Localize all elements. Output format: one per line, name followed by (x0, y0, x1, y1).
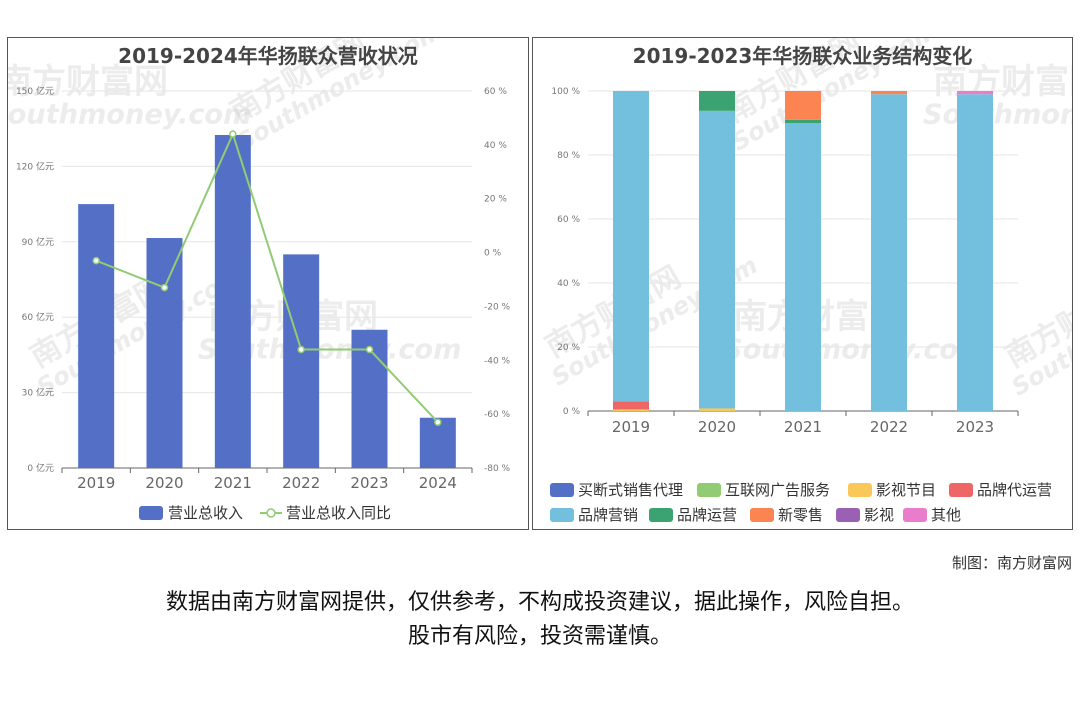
legend-swatch (697, 483, 721, 497)
watermark-text: Southmoney.com (923, 100, 1073, 131)
stacked-segment (871, 94, 907, 411)
revenue-chart-panel: 南方财富网Southmoney.com南方财富网Southmoney.com南方… (7, 37, 529, 530)
legend-swatch-revenue (139, 506, 163, 520)
yoy-line (95, 131, 439, 423)
legend-label-yoy: 营业总收入同比 (286, 504, 391, 522)
x-tick-label: 2024 (419, 474, 457, 492)
x-tick-label: 2022 (870, 418, 908, 436)
yoy-point (92, 256, 100, 265)
stacked-segment (957, 94, 993, 411)
yoy-point (297, 345, 305, 354)
legend-swatch (949, 483, 973, 497)
x-tick-label: 2019 (77, 474, 115, 492)
y-right-tick-label: 60 % (484, 87, 507, 97)
y-tick-label: 20 % (557, 343, 580, 353)
y-left-tick-label: 150 亿元 (16, 85, 54, 97)
legend-label: 买断式销售代理 (578, 481, 683, 499)
business-structure-chart-title: 2019-2023年华扬联众业务结构变化 (632, 44, 973, 68)
yoy-point (229, 130, 237, 138)
watermark-text: 南方财富网 (933, 62, 1073, 102)
yoy-point (365, 345, 374, 354)
stacked-segment (957, 91, 993, 95)
legend-swatch (550, 483, 574, 497)
x-tick-label: 2022 (282, 474, 320, 492)
x-tick-label: 2023 (956, 418, 994, 436)
y-right-tick-label: -60 % (484, 410, 511, 420)
legend-swatch-yoy-marker (266, 508, 276, 518)
legend-label: 品牌运营 (677, 506, 737, 524)
yoy-point (160, 283, 169, 292)
y-left-tick-label: 120 亿元 (16, 160, 54, 172)
legend-swatch (836, 508, 860, 522)
legend-label-revenue: 营业总收入 (168, 504, 243, 522)
y-tick-label: 40 % (557, 279, 580, 289)
y-right-tick-label: 40 % (484, 141, 507, 151)
y-right-tick-label: -20 % (484, 302, 511, 312)
watermark-text: Southmoney.com (8, 100, 251, 131)
y-tick-label: 80 % (557, 151, 580, 161)
x-tick-label: 2023 (350, 474, 388, 492)
revenue-bar (78, 204, 115, 468)
y-left-tick-label: 60 亿元 (22, 311, 54, 323)
stacked-segment (785, 119, 821, 123)
revenue-bar (214, 134, 251, 468)
stacked-segment (871, 91, 907, 95)
legend-label: 影视节目 (876, 481, 936, 499)
disclaimer-line-2: 股市有风险，投资需谨慎。 (407, 624, 672, 649)
revenue-chart: 南方财富网Southmoney.com南方财富网Southmoney.com南方… (8, 38, 511, 522)
x-tick-label: 2021 (784, 418, 822, 436)
stacked-segment (699, 91, 735, 111)
revenue-bar (146, 238, 183, 468)
y-right-tick-label: 0 % (484, 249, 502, 259)
stacked-segment (699, 110, 735, 409)
x-tick-label: 2021 (214, 474, 252, 492)
stacked-segment (785, 91, 821, 120)
legend-swatch (550, 508, 574, 522)
legend-label: 新零售 (778, 506, 823, 524)
legend-swatch (649, 508, 673, 522)
y-tick-label: 100 % (551, 87, 580, 97)
watermark-text: 南方财富网 (8, 62, 168, 102)
stacked-segment (613, 409, 649, 411)
disclaimer-line-1: 数据由南方财富网提供，仅供参考，不构成投资建议，据此操作，风险自担。 (165, 590, 914, 615)
business-structure-chart: 南方财富网Southmoney.com南方财富网Southmoney.com南方… (540, 38, 1073, 524)
legend-label: 品牌营销 (578, 506, 638, 524)
x-tick-label: 2019 (612, 418, 650, 436)
stacked-segment (785, 123, 821, 411)
revenue-chart-title: 2019-2024年华扬联众营收状况 (118, 44, 418, 68)
legend-swatch (848, 483, 872, 497)
legend-swatch (903, 508, 927, 522)
y-tick-label: 0 % (563, 407, 581, 417)
y-left-tick-label: 30 亿元 (22, 387, 54, 399)
y-left-tick-label: 90 亿元 (22, 236, 54, 248)
legend-label: 互联网广告服务 (725, 481, 830, 499)
y-left-tick-label: 0 亿元 (27, 462, 54, 474)
revenue-bar (283, 254, 320, 468)
watermark-text: Southmoney.com (723, 335, 986, 366)
stacked-segment (613, 401, 649, 410)
y-tick-label: 60 % (557, 215, 580, 225)
y-right-tick-label: 20 % (484, 195, 507, 205)
business-structure-chart-panel: 南方财富网Southmoney.com南方财富网Southmoney.com南方… (532, 37, 1073, 530)
stacked-segment (699, 408, 735, 411)
y-right-tick-label: -80 % (484, 464, 511, 474)
y-right-tick-label: -40 % (484, 356, 511, 366)
revenue-bar (419, 417, 456, 468)
legend-label: 影视 (864, 506, 894, 524)
legend-swatch (750, 508, 774, 522)
x-tick-label: 2020 (698, 418, 736, 436)
stacked-segment (613, 91, 649, 402)
legend-label: 品牌代运营 (977, 481, 1052, 499)
x-tick-label: 2020 (145, 474, 183, 492)
yoy-point (434, 418, 442, 426)
chart-credit: 制图：南方财富网 (951, 554, 1072, 572)
legend-label: 其他 (931, 506, 961, 524)
